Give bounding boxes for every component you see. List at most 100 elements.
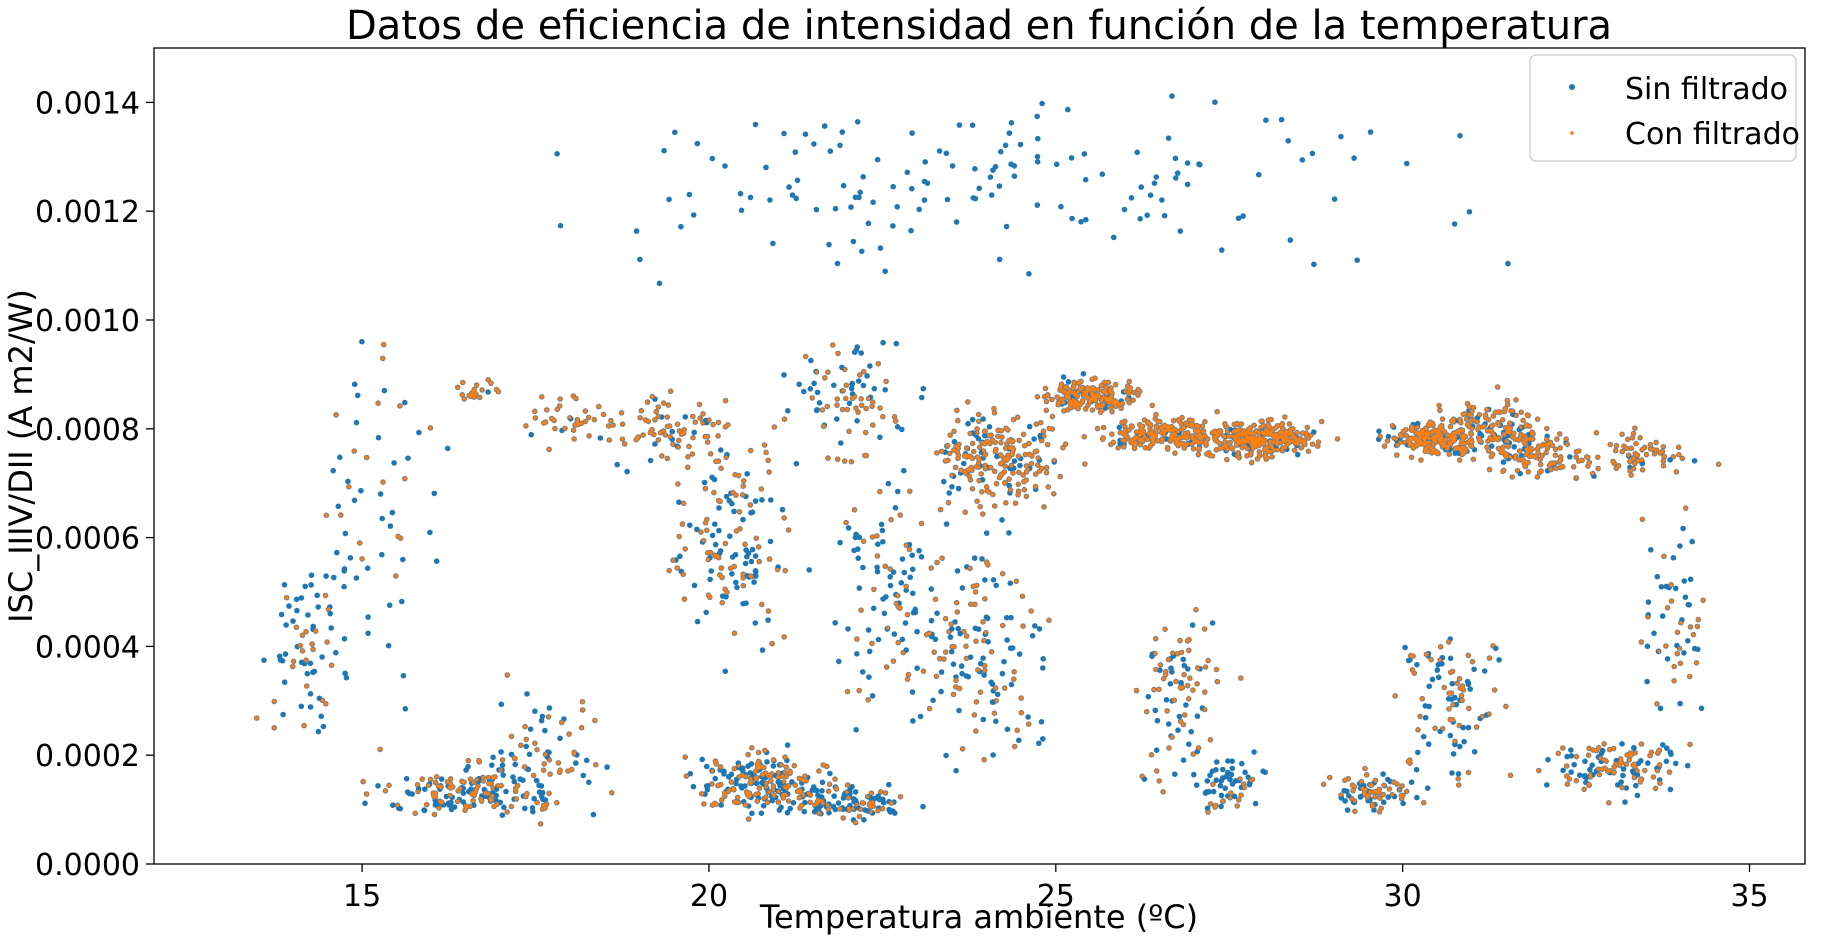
data-point-con-filtrado <box>1083 462 1087 466</box>
data-point-con-filtrado <box>711 422 715 427</box>
data-point-con-filtrado <box>1141 429 1146 433</box>
data-point-con-filtrado <box>1120 401 1125 406</box>
data-point-con-filtrado <box>821 763 825 767</box>
data-point-sin-filtrado <box>1083 216 1089 223</box>
data-point-con-filtrado <box>871 423 875 427</box>
data-point-con-filtrado <box>980 440 984 445</box>
data-point-sin-filtrado <box>590 811 597 818</box>
data-point-con-filtrado <box>1292 448 1297 452</box>
data-point-sin-filtrado <box>1674 642 1680 649</box>
data-point-sin-filtrado <box>896 600 902 606</box>
data-point-sin-filtrado <box>510 774 516 780</box>
data-point-sin-filtrado <box>832 205 839 212</box>
data-point-con-filtrado <box>665 415 669 419</box>
data-point-con-filtrado <box>1029 462 1034 466</box>
data-point-con-filtrado <box>1112 401 1116 406</box>
data-point-con-filtrado <box>1179 719 1183 724</box>
data-point-con-filtrado <box>1024 494 1029 499</box>
data-point-con-filtrado <box>845 783 850 787</box>
data-point-sin-filtrado <box>298 595 305 601</box>
data-point-con-filtrado <box>709 452 713 456</box>
data-point-sin-filtrado <box>1589 762 1595 768</box>
data-point-con-filtrado <box>571 394 575 398</box>
data-point-con-filtrado <box>782 516 786 520</box>
data-point-con-filtrado <box>272 699 276 704</box>
data-point-con-filtrado <box>744 775 748 779</box>
data-point-sin-filtrado <box>1667 786 1674 793</box>
data-point-sin-filtrado <box>1008 681 1015 688</box>
data-point-sin-filtrado <box>1242 769 1248 776</box>
data-point-sin-filtrado <box>365 630 371 637</box>
data-point-con-filtrado <box>1187 648 1191 653</box>
data-point-con-filtrado <box>723 794 727 798</box>
data-point-con-filtrado <box>1196 666 1200 670</box>
data-point-sin-filtrado <box>1034 113 1040 120</box>
data-point-sin-filtrado <box>539 713 546 720</box>
data-point-con-filtrado <box>436 784 440 788</box>
data-point-con-filtrado <box>974 639 978 643</box>
data-point-sin-filtrado <box>523 743 529 750</box>
data-point-sin-filtrado <box>1682 594 1689 600</box>
data-point-sin-filtrado <box>1309 150 1316 157</box>
data-point-sin-filtrado <box>837 539 843 546</box>
data-point-con-filtrado <box>547 447 551 452</box>
data-point-con-filtrado <box>975 455 980 459</box>
data-point-con-filtrado <box>475 778 479 782</box>
data-point-sin-filtrado <box>345 478 351 485</box>
data-point-con-filtrado <box>1058 474 1062 479</box>
data-point-con-filtrado <box>738 527 742 531</box>
data-point-con-filtrado <box>885 665 889 669</box>
data-point-con-filtrado <box>1114 404 1118 408</box>
data-point-sin-filtrado <box>832 620 838 626</box>
data-point-con-filtrado <box>1180 685 1185 690</box>
data-point-con-filtrado <box>723 425 728 429</box>
data-point-sin-filtrado <box>1453 701 1460 708</box>
data-point-con-filtrado <box>989 465 993 470</box>
data-point-con-filtrado <box>983 664 987 668</box>
data-point-con-filtrado <box>1069 405 1073 410</box>
data-point-con-filtrado <box>639 409 643 413</box>
data-point-sin-filtrado <box>979 556 985 562</box>
data-point-sin-filtrado <box>948 648 955 655</box>
data-point-con-filtrado <box>1033 484 1038 489</box>
data-point-sin-filtrado <box>1672 760 1679 767</box>
data-point-con-filtrado <box>1040 439 1044 443</box>
data-point-con-filtrado <box>460 393 464 397</box>
data-point-con-filtrado <box>998 453 1003 457</box>
data-point-con-filtrado <box>1409 455 1414 459</box>
data-point-sin-filtrado <box>1168 665 1174 671</box>
data-point-sin-filtrado <box>882 387 888 393</box>
data-point-sin-filtrado <box>1294 451 1301 458</box>
data-point-con-filtrado <box>973 602 977 606</box>
data-point-con-filtrado <box>1266 449 1270 453</box>
data-point-con-filtrado <box>940 556 944 560</box>
data-point-con-filtrado <box>468 777 473 781</box>
data-point-con-filtrado <box>1257 430 1261 435</box>
data-point-sin-filtrado <box>899 426 905 433</box>
data-point-sin-filtrado <box>1452 741 1458 748</box>
data-point-con-filtrado <box>662 401 666 405</box>
data-point-con-filtrado <box>1287 422 1292 426</box>
data-point-con-filtrado <box>491 776 495 780</box>
series-con-filtrado-points <box>255 342 1721 826</box>
data-point-con-filtrado <box>992 411 997 415</box>
data-point-sin-filtrado <box>1169 93 1175 99</box>
data-point-con-filtrado <box>1082 390 1086 395</box>
data-point-con-filtrado <box>749 448 753 453</box>
data-point-sin-filtrado <box>987 174 994 180</box>
data-point-con-filtrado <box>753 776 758 780</box>
data-point-con-filtrado <box>974 729 978 733</box>
data-point-con-filtrado <box>320 698 325 703</box>
data-point-con-filtrado <box>976 668 980 672</box>
data-point-con-filtrado <box>610 791 614 795</box>
data-point-sin-filtrado <box>282 651 289 657</box>
data-point-con-filtrado <box>553 426 557 431</box>
data-point-sin-filtrado <box>982 433 988 439</box>
data-point-con-filtrado <box>714 554 718 558</box>
data-point-sin-filtrado <box>874 568 881 575</box>
data-point-sin-filtrado <box>1040 736 1046 742</box>
data-point-con-filtrado <box>857 814 862 819</box>
data-point-con-filtrado <box>1263 452 1268 456</box>
data-point-sin-filtrado <box>807 386 814 392</box>
data-point-sin-filtrado <box>1252 800 1259 807</box>
